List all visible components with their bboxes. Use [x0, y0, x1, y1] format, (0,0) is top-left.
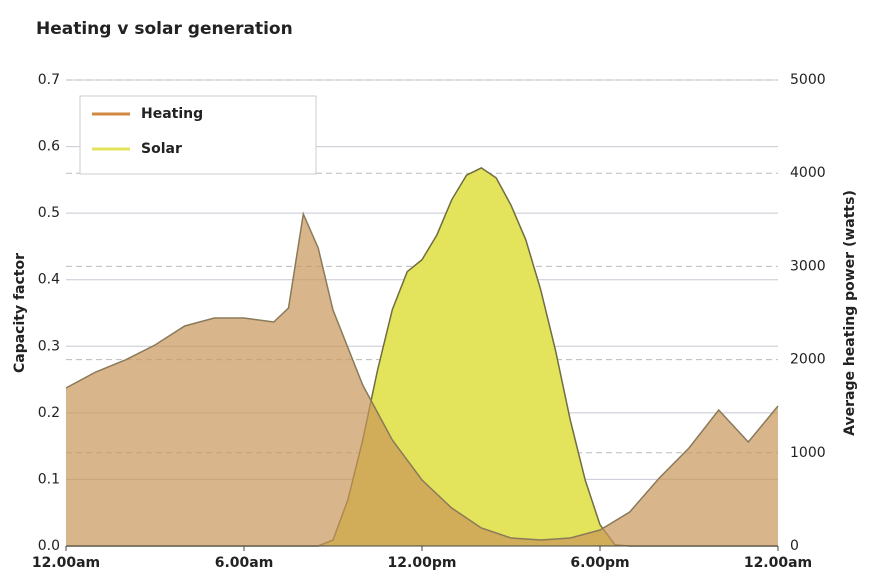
area-fill: [66, 167, 778, 546]
area-line: [65, 211, 779, 541]
y-tick-label: 0.7: [38, 72, 60, 88]
y2-axis-label: Average heating power (watts): [842, 190, 858, 436]
legend-label: Heating: [141, 106, 203, 122]
x-tick-label: 12.00pm: [388, 555, 457, 571]
y-tick-label: 0.1: [38, 471, 60, 487]
legend: Heating Solar: [79, 95, 317, 175]
x-tick-label: 12.00am: [744, 555, 812, 571]
y2-tick-label: 2000: [790, 352, 826, 368]
area-fill: [66, 214, 778, 546]
y2-tick-label: 1000: [790, 445, 826, 461]
y2-tick-label: 0: [790, 538, 799, 554]
y2-tick-label: 3000: [790, 258, 826, 274]
y-tick-label: 0.3: [38, 338, 60, 354]
legend-box: [79, 95, 317, 175]
legend-label: Solar: [141, 141, 182, 157]
y-tick-label: 0.4: [38, 272, 60, 288]
y-axis-label: Capacity factor: [12, 253, 28, 373]
y-tick-label: 0.5: [38, 205, 60, 221]
chart-title: Heating v solar generation: [36, 19, 293, 39]
y-tick-label: 0.0: [38, 538, 60, 554]
x-tick-label: 6.00pm: [570, 555, 629, 571]
y2-tick-label: 5000: [790, 72, 826, 88]
x-tick-label: 12.00am: [32, 555, 100, 571]
y-tick-label: 0.6: [38, 139, 60, 155]
y2-tick-label: 4000: [790, 165, 826, 181]
x-tick-label: 6.00am: [215, 555, 274, 571]
y-tick-label: 0.2: [38, 405, 60, 421]
